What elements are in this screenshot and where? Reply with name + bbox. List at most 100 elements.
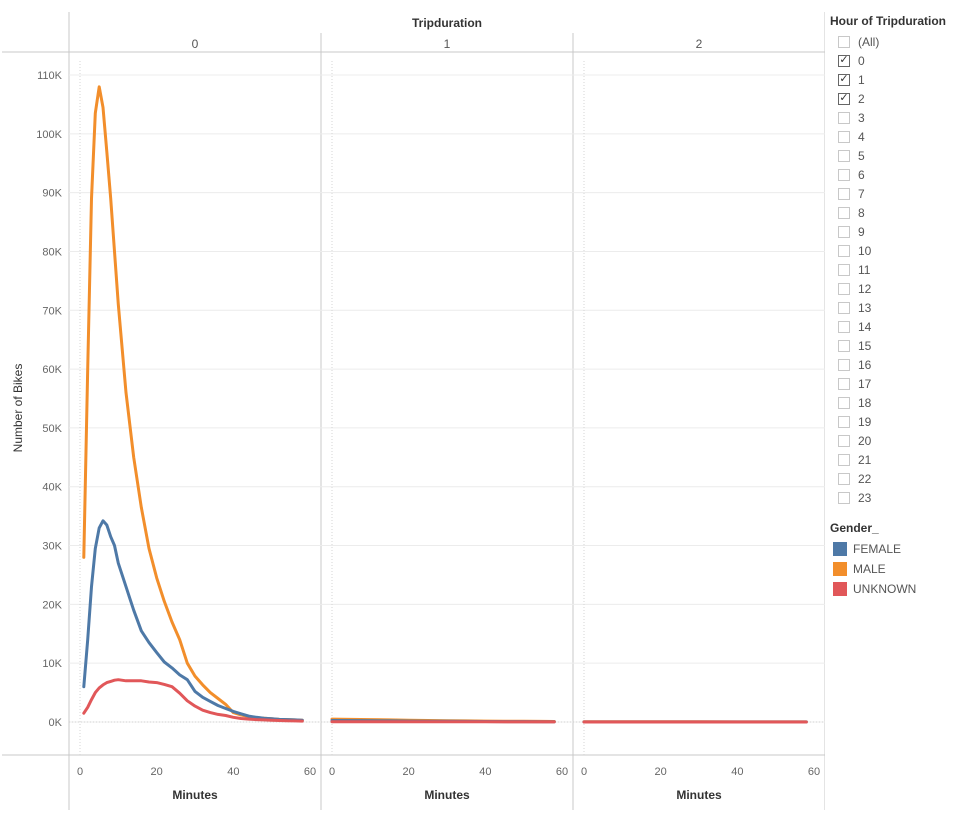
y-tick-label: 20K	[42, 599, 62, 611]
filter-item[interactable]: 10	[830, 241, 961, 260]
checkbox-unchecked-icon[interactable]	[838, 301, 850, 314]
checkbox-unchecked-icon[interactable]	[838, 263, 850, 276]
filter-item-label: 13	[858, 300, 872, 315]
x-tick-label: 0	[581, 766, 587, 778]
x-tick-label: 0	[329, 766, 335, 778]
checkbox-unchecked-icon[interactable]	[838, 244, 850, 257]
filter-item[interactable]: 22	[830, 469, 961, 488]
filter-item-label: 19	[858, 414, 872, 429]
filter-item-label: 18	[858, 395, 872, 410]
filter-item-label: 5	[858, 148, 865, 163]
filter-item-label: 11	[858, 262, 871, 277]
legend-label: FEMALE	[853, 542, 902, 556]
x-axis-title: Minutes	[424, 788, 470, 802]
filter-item[interactable]: 15	[830, 336, 961, 355]
filter-item[interactable]: 14	[830, 317, 961, 336]
checkbox-unchecked-icon[interactable]	[838, 225, 850, 238]
filter-item[interactable]: 4	[830, 127, 961, 146]
checkbox-unchecked-icon[interactable]	[838, 415, 850, 428]
series-lines[interactable]	[82, 85, 808, 724]
checkbox-unchecked-icon[interactable]	[838, 491, 850, 504]
x-axis-title: Minutes	[172, 788, 218, 802]
x-axis-title: Minutes	[676, 788, 722, 802]
sidebar: Hour of Tripduration (All) ✓ 0 ✓ 1 ✓ 2 3 4 5 6 7 8 9 1…	[830, 14, 961, 599]
checkbox-unchecked-icon[interactable]	[838, 320, 850, 333]
filter-item[interactable]: 17	[830, 374, 961, 393]
legend-title: Gender_	[830, 521, 879, 535]
legend-item[interactable]: MALE	[830, 559, 961, 579]
filter-item-label: 2	[858, 91, 865, 106]
legend-item[interactable]: FEMALE	[830, 539, 961, 559]
filter-item-label: 7	[858, 186, 865, 201]
checkbox-unchecked-icon[interactable]	[838, 111, 850, 124]
y-tick-label: 70K	[42, 305, 62, 317]
legend-swatch	[833, 582, 847, 596]
y-tick-label: 60K	[42, 364, 62, 376]
filter-item-label: 21	[858, 452, 872, 467]
filter-item[interactable]: 20	[830, 431, 961, 450]
checkbox-unchecked-icon[interactable]	[838, 453, 850, 466]
legend-label: MALE	[853, 562, 886, 576]
x-tick-label: 60	[304, 766, 316, 778]
checkbox-unchecked-icon[interactable]	[838, 187, 850, 200]
checkbox-unchecked-icon[interactable]	[838, 149, 850, 162]
checkbox-unchecked-icon[interactable]	[838, 339, 850, 352]
filter-item[interactable]: 21	[830, 450, 961, 469]
checkbox-checked-icon[interactable]: ✓	[838, 92, 850, 105]
x-tick-label: 20	[403, 766, 415, 778]
checkbox-unchecked-icon[interactable]	[838, 206, 850, 219]
line-chart: Tripduration Number of Bikes 0 1 2 0K 10K 20…	[2, 12, 825, 810]
filter-item-label: 16	[858, 357, 872, 372]
checkbox-unchecked-icon[interactable]	[838, 35, 850, 48]
checkbox-unchecked-icon[interactable]	[838, 377, 850, 390]
filter-item[interactable]: 23	[830, 488, 961, 507]
checkbox-checked-icon[interactable]: ✓	[838, 54, 850, 67]
x-tick-label: 60	[808, 766, 820, 778]
filter-item-label: 12	[858, 281, 872, 296]
filter-item-label: 3	[858, 110, 865, 125]
checkbox-unchecked-icon[interactable]	[838, 434, 850, 447]
filter-item[interactable]: 5	[830, 146, 961, 165]
filter-item[interactable]: 13	[830, 298, 961, 317]
filter-item-label: 1	[858, 72, 865, 87]
filter-item[interactable]: 8	[830, 203, 961, 222]
checkbox-unchecked-icon[interactable]	[838, 130, 850, 143]
filter-item[interactable]: 6	[830, 165, 961, 184]
filter-item[interactable]: 16	[830, 355, 961, 374]
y-tick-label: 50K	[42, 423, 62, 435]
checkbox-unchecked-icon[interactable]	[838, 472, 850, 485]
panel-headers: 0 1 2	[192, 37, 703, 51]
filter-item[interactable]: 12	[830, 279, 961, 298]
filter-item-label: 20	[858, 433, 872, 448]
filter-item[interactable]: 9	[830, 222, 961, 241]
filter-item[interactable]: 11	[830, 260, 961, 279]
checkbox-checked-icon[interactable]: ✓	[838, 73, 850, 86]
x-axis-ticks: 0 20 40 60 0 20 40 60 0 20 40 60	[77, 766, 820, 778]
filter-item[interactable]: 7	[830, 184, 961, 203]
filter-item[interactable]: ✓ 2	[830, 89, 961, 108]
y-tick-label: 110K	[37, 70, 63, 82]
y-tick-label: 100K	[36, 129, 62, 141]
checkbox-unchecked-icon[interactable]	[838, 168, 850, 181]
checkbox-unchecked-icon[interactable]	[838, 396, 850, 409]
checkbox-unchecked-icon[interactable]	[838, 358, 850, 371]
filter-item-label: 10	[858, 243, 872, 258]
legend-item[interactable]: UNKNOWN	[830, 579, 961, 599]
legend-swatch	[833, 542, 847, 556]
filter-item[interactable]: 18	[830, 393, 961, 412]
filter-item[interactable]: 3	[830, 108, 961, 127]
series-line-female-panel-0[interactable]	[82, 519, 304, 722]
y-tick-label: 10K	[42, 658, 62, 670]
filter-item-label: 17	[858, 376, 872, 391]
x-tick-label: 40	[731, 766, 743, 778]
chart-title: Tripduration	[412, 16, 482, 30]
checkbox-unchecked-icon[interactable]	[838, 282, 850, 295]
series-line-male-panel-0[interactable]	[82, 85, 304, 722]
filter-item[interactable]: ✓ 0	[830, 51, 961, 70]
series-line-unknown-panel-0[interactable]	[82, 678, 304, 723]
filter-item[interactable]: 19	[830, 412, 961, 431]
filter-item[interactable]: ✓ 1	[830, 70, 961, 89]
hour-filter-list: (All) ✓ 0 ✓ 1 ✓ 2 3 4 5 6 7 8 9 10 11 12 13 14 15 16 17 18 19 20…	[830, 32, 961, 507]
filter-item[interactable]: (All)	[830, 32, 961, 51]
y-tick-label: 0K	[49, 717, 63, 729]
